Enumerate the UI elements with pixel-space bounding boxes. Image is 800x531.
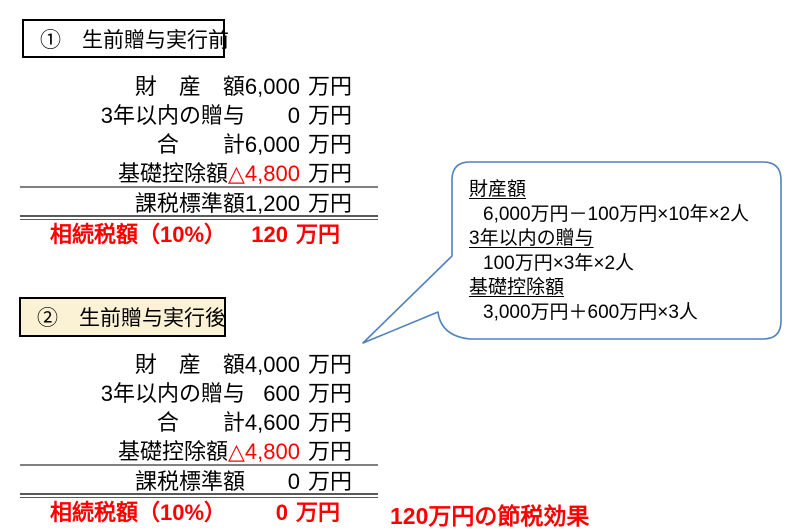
row-amount: 4,600 [244,409,300,435]
row-unit: 万円 [307,438,352,464]
table-row: 課税標準額 0 万円 [20,464,378,496]
table-row: 3年以内の贈与 0 万円 [20,99,378,128]
row-label: 財 産 額 [134,351,245,377]
callout-formula: 100万円×3年×2人 [483,252,635,274]
callout-formula: 6,000万円－100万円×10年×2人 [483,203,750,225]
table-row: 合 計 4,600 万円 [20,406,378,435]
row-amount: 0 [287,102,300,128]
table-before-gift: 財 産 額 6,000 万円 3年以内の贈与 0 万円合 計 6,000 万円 基礎控除額 △4,… [20,70,378,249]
row-label: 課税標準額 [134,468,245,494]
section-1-title: ① 生前贈与実行前 [40,28,229,52]
row-value: 0 万円 [245,98,378,130]
table-row: 相続税額（10%） 120 万円 [20,217,378,249]
row-unit: 万円 [307,409,352,435]
row-unit: 万円 [307,160,352,186]
row-unit: 万円 [307,190,352,216]
row-label: 基礎控除額 [117,160,228,186]
row-value: 600 万円 [245,376,378,408]
row-unit: 万円 [295,500,340,525]
tax-savings-note: 120万円の節税効果 [390,503,590,529]
row-value: 120 万円 [251,217,378,249]
row-label: 基礎控除額 [117,438,228,464]
row-unit: 万円 [307,73,352,99]
row-unit: 万円 [295,222,340,247]
row-amount: 0 [287,468,300,494]
row-value: 6,000 万円 [245,69,378,101]
row-label: 3年以内の贈与 [100,380,245,406]
table-row: 基礎控除額 △4,800 万円 [20,435,378,464]
row-value: 0 万円 [275,495,378,527]
row-label: 合 計 [156,131,245,157]
table-rule-single [20,464,378,466]
row-value: 0 万円 [245,464,378,496]
table-row: 3年以内の贈与 600 万円 [20,377,378,406]
row-label: 課税標準額 [134,190,245,216]
table-rule-single [20,186,378,188]
row-amount: △4,800 [228,160,300,186]
table-rule-double [20,215,378,220]
callout-heading: 3年以内の贈与 [469,228,594,249]
row-unit: 万円 [307,468,352,494]
row-value: △4,800 万円 [228,434,378,466]
row-amount: 6,000 [244,131,300,157]
row-unit: 万円 [307,351,352,377]
row-unit: 万円 [307,131,352,157]
table-row: 相続税額（10%） 0 万円 [20,495,378,527]
row-label: 3年以内の贈与 [100,102,245,128]
callout-heading: 基礎控除額 [469,277,565,298]
row-value: 1,200 万円 [245,186,378,218]
row-amount: 120 [251,222,288,247]
table-row: 合 計 6,000 万円 [20,128,378,157]
callout-annotation: 財産額 6,000万円－100万円×10年×2人 3年以内の贈与 100万円×3年×2… [469,178,777,325]
row-label: 相続税額（10%） [50,500,227,525]
table-rule-double [20,493,378,498]
row-value: 6,000 万円 [245,127,378,159]
row-unit: 万円 [307,102,352,128]
row-amount: 4,000 [244,351,300,377]
row-label: 合 計 [156,409,245,435]
callout-formula: 3,000万円＋600万円×3人 [483,301,698,323]
row-amount: 1,200 [244,190,300,216]
row-amount: 600 [263,380,300,406]
row-amount: △4,800 [228,438,300,464]
row-amount: 6,000 [244,73,300,99]
table-after-gift: 財 産 額 4,000 万円 3年以内の贈与 600 万円合 計 4,600 万円 基礎控除額 △… [20,348,378,527]
table-row: 基礎控除額 △4,800 万円 [20,157,378,186]
row-value: 4,000 万円 [245,347,378,379]
row-label: 相続税額（10%） [50,222,227,247]
table-row: 財 産 額 6,000 万円 [20,70,378,99]
row-unit: 万円 [307,380,352,406]
row-value: △4,800 万円 [228,156,378,188]
callout-heading: 財産額 [469,179,527,200]
table-row: 財 産 額 4,000 万円 [20,348,378,377]
section-2-title-box: ② 生前贈与実行後 [19,297,226,337]
row-amount: 0 [275,500,288,525]
row-label: 財 産 額 [134,73,245,99]
row-value: 4,600 万円 [245,405,378,437]
section-1-title-box: ① 生前贈与実行前 [22,19,229,58]
section-2-title: ② 生前贈与実行後 [37,307,226,330]
table-row: 課税標準額 1,200 万円 [20,186,378,218]
